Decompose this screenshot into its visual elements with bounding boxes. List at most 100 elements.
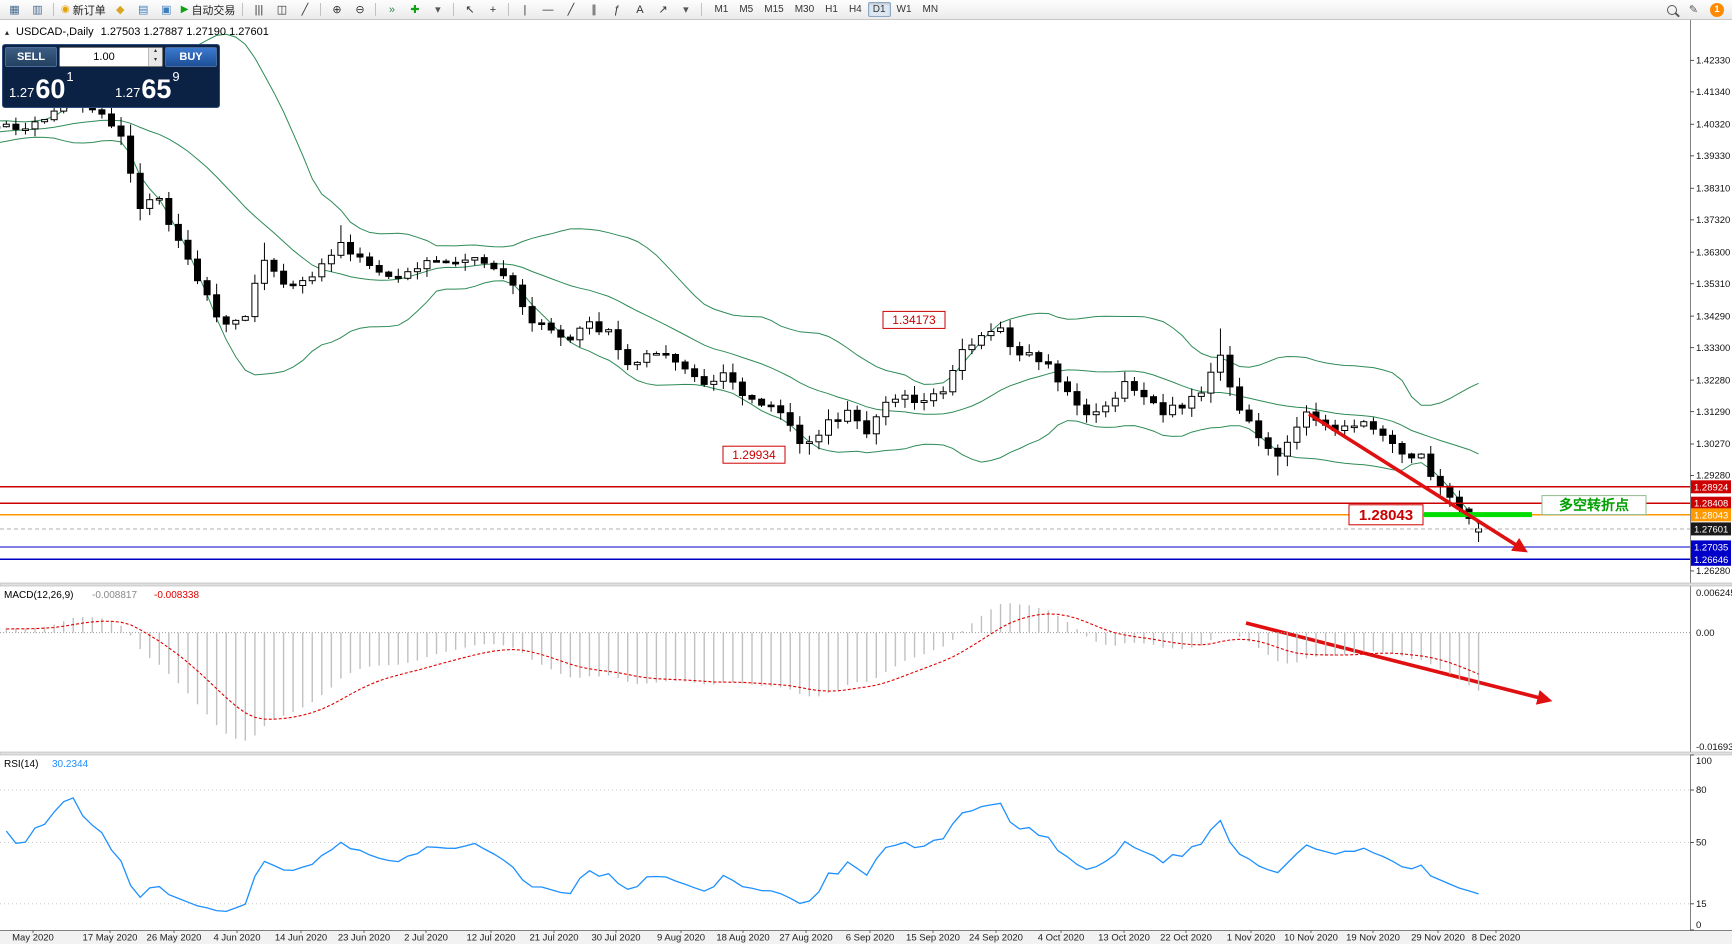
indicators-icon[interactable]: ✚ <box>410 4 420 16</box>
buy-price-sup: 9 <box>172 69 180 84</box>
timeframe-w1-button[interactable]: W1 <box>896 4 912 15</box>
panel-splitter[interactable] <box>0 751 1732 756</box>
terminal-icon[interactable]: ▣ <box>161 4 172 16</box>
collapse-panel-icon[interactable]: ▴ <box>5 27 10 37</box>
arrows-tool-icon[interactable]: ↗ <box>658 4 668 16</box>
macd-scale-zero: 0.00 <box>1696 628 1715 639</box>
vertical-line-icon[interactable]: | <box>523 3 527 16</box>
bar-chart-icon[interactable]: ||| <box>254 3 264 16</box>
date-label: 22 Oct 2020 <box>1160 933 1212 944</box>
text-tool-icon[interactable]: A <box>636 3 644 16</box>
timeframe-m1-button[interactable]: M1 <box>714 4 729 15</box>
chart-background <box>0 20 1732 944</box>
toolbar-separator <box>53 3 54 16</box>
timeframe-h4-button[interactable]: H4 <box>848 4 862 15</box>
date-label: 18 Aug 2020 <box>716 933 769 944</box>
new-chart-icon[interactable]: ▦ <box>9 4 20 16</box>
notification-badge[interactable]: 1 <box>1710 2 1724 17</box>
price-tag-label: 1.27601 <box>1694 524 1728 535</box>
auto-scroll-icon[interactable]: » <box>388 3 395 16</box>
price-axis-label: 1.35310 <box>1696 279 1730 290</box>
date-label: 27 Aug 2020 <box>779 933 832 944</box>
price-axis-label: 1.26280 <box>1696 566 1730 577</box>
date-label: 4 Jun 2020 <box>213 933 260 944</box>
timeframe-m5-button[interactable]: M5 <box>739 4 754 15</box>
autotrading-button-label: 自动交易 <box>191 4 236 17</box>
autotrading-icon: ▶ <box>180 3 189 15</box>
price-axis-label: 1.30270 <box>1696 439 1730 450</box>
autotrading-button[interactable]: ▶ 自动交易 <box>179 1 238 18</box>
search-icon[interactable] <box>1667 4 1677 15</box>
trendline-icon[interactable]: ╱ <box>567 4 575 16</box>
price-label-29934[interactable]: 1.29934 <box>732 448 776 462</box>
volume-control: ▴ ▾ <box>59 47 163 67</box>
toolbar-separator <box>320 3 322 16</box>
price-tag <box>1691 480 1731 494</box>
price-label-134173-box[interactable] <box>882 310 946 329</box>
volume-down-button[interactable]: ▾ <box>149 57 162 66</box>
indicators-dropdown-icon[interactable]: ▾ <box>435 4 441 16</box>
edit-icon[interactable]: ✎ <box>1688 4 1699 16</box>
toolbar-separator <box>701 3 703 16</box>
toolbar-separator <box>453 3 455 16</box>
rsi-label: RSI(14) <box>4 759 38 770</box>
profiles-icon[interactable]: ▥ <box>32 4 43 16</box>
candlestick-chart-icon[interactable]: ◫ <box>276 4 288 16</box>
new-order-button-label: 新订单 <box>72 4 106 17</box>
price-label-28043[interactable]: 1.28043 <box>1359 507 1413 524</box>
buy-price-prefix: 1.27 <box>115 85 141 100</box>
price-label-134173[interactable]: 1.34173 <box>892 313 936 327</box>
date-label: 4 Oct 2020 <box>1038 933 1084 944</box>
price-tag-label: 1.28924 <box>1694 482 1728 493</box>
market-watch-icon[interactable]: ▤ <box>138 4 149 16</box>
crosshair-icon[interactable]: + <box>489 3 497 16</box>
timeframe-d1-button[interactable]: D1 <box>867 2 891 17</box>
price-label-29934-box[interactable] <box>722 445 786 464</box>
price-axis-label: 1.36300 <box>1696 247 1730 258</box>
symbol-info: ▴ USDCAD-,Daily 1.27503 1.27887 1.27190 … <box>5 26 269 38</box>
horizontal-line-icon[interactable]: — <box>542 3 554 16</box>
buy-button[interactable]: BUY <box>165 47 217 67</box>
price-label-28043-box[interactable] <box>1348 504 1424 526</box>
turning-point-note-box[interactable] <box>1541 495 1647 516</box>
zoom-in-icon[interactable]: ⊕ <box>332 4 342 16</box>
channel-icon[interactable]: ∥ <box>591 4 597 16</box>
sell-button[interactable]: SELL <box>5 47 57 67</box>
date-label: 9 Aug 2020 <box>657 933 705 944</box>
support-zone-segment[interactable] <box>1424 512 1532 518</box>
new-order-button[interactable]: ◉ 新订单 <box>59 1 108 18</box>
zoom-out-icon[interactable]: ⊖ <box>355 4 365 16</box>
sell-price[interactable]: 1.27 60 1 <box>5 69 111 105</box>
date-label: 23 Jun 2020 <box>338 933 390 944</box>
line-chart-icon[interactable]: ╱ <box>301 4 309 16</box>
time-axis-strip <box>0 930 1732 944</box>
timeframe-mn-button[interactable]: MN <box>922 4 939 15</box>
rsi-scale-label: 100 <box>1696 756 1712 767</box>
trend-arrow-main[interactable] <box>1308 412 1528 553</box>
cursor-icon[interactable]: ↖ <box>465 4 475 16</box>
buy-price[interactable]: 1.27 65 9 <box>111 69 217 105</box>
timeframe-h1-button[interactable]: H1 <box>825 4 838 15</box>
macd-histogram <box>5 603 1480 741</box>
date-label: 2 Jul 2020 <box>404 933 448 944</box>
buy-price-big: 65 <box>141 74 172 104</box>
shapes-dropdown-icon[interactable]: ▾ <box>683 4 689 16</box>
price-tag <box>1691 552 1731 566</box>
price-axis-label: 1.32280 <box>1696 375 1730 386</box>
price-tag-label: 1.27035 <box>1694 542 1728 553</box>
volume-input[interactable] <box>60 48 148 66</box>
timeframe-m30-button[interactable]: M30 <box>794 4 815 15</box>
chart-window: 1.34173 1.29934 1.28043 多空转折点 1.42330 1.41340… <box>0 20 1732 944</box>
fibonacci-icon[interactable]: ƒ <box>613 3 620 16</box>
price-axis-label: 1.38310 <box>1696 183 1730 194</box>
timeframe-m15-button[interactable]: M15 <box>764 4 784 15</box>
date-label: 19 Nov 2020 <box>1346 933 1400 944</box>
panel-splitter[interactable] <box>0 582 1732 587</box>
rsi-scale-label: 80 <box>1696 785 1707 796</box>
metaeditor-icon[interactable]: ◆ <box>116 4 125 16</box>
date-label: 21 Jul 2020 <box>529 933 578 944</box>
turning-point-note[interactable]: 多空转折点 <box>1559 497 1629 513</box>
volume-up-button[interactable]: ▴ <box>149 48 162 57</box>
